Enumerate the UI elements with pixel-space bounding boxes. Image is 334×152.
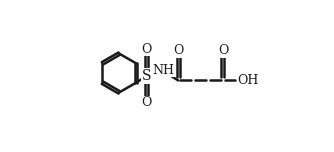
Text: O: O xyxy=(173,44,183,57)
Text: O: O xyxy=(142,43,152,56)
Text: OH: OH xyxy=(237,74,259,87)
Text: S: S xyxy=(142,69,152,83)
Text: O: O xyxy=(218,44,228,57)
Text: NH: NH xyxy=(152,64,174,76)
Text: O: O xyxy=(142,96,152,109)
